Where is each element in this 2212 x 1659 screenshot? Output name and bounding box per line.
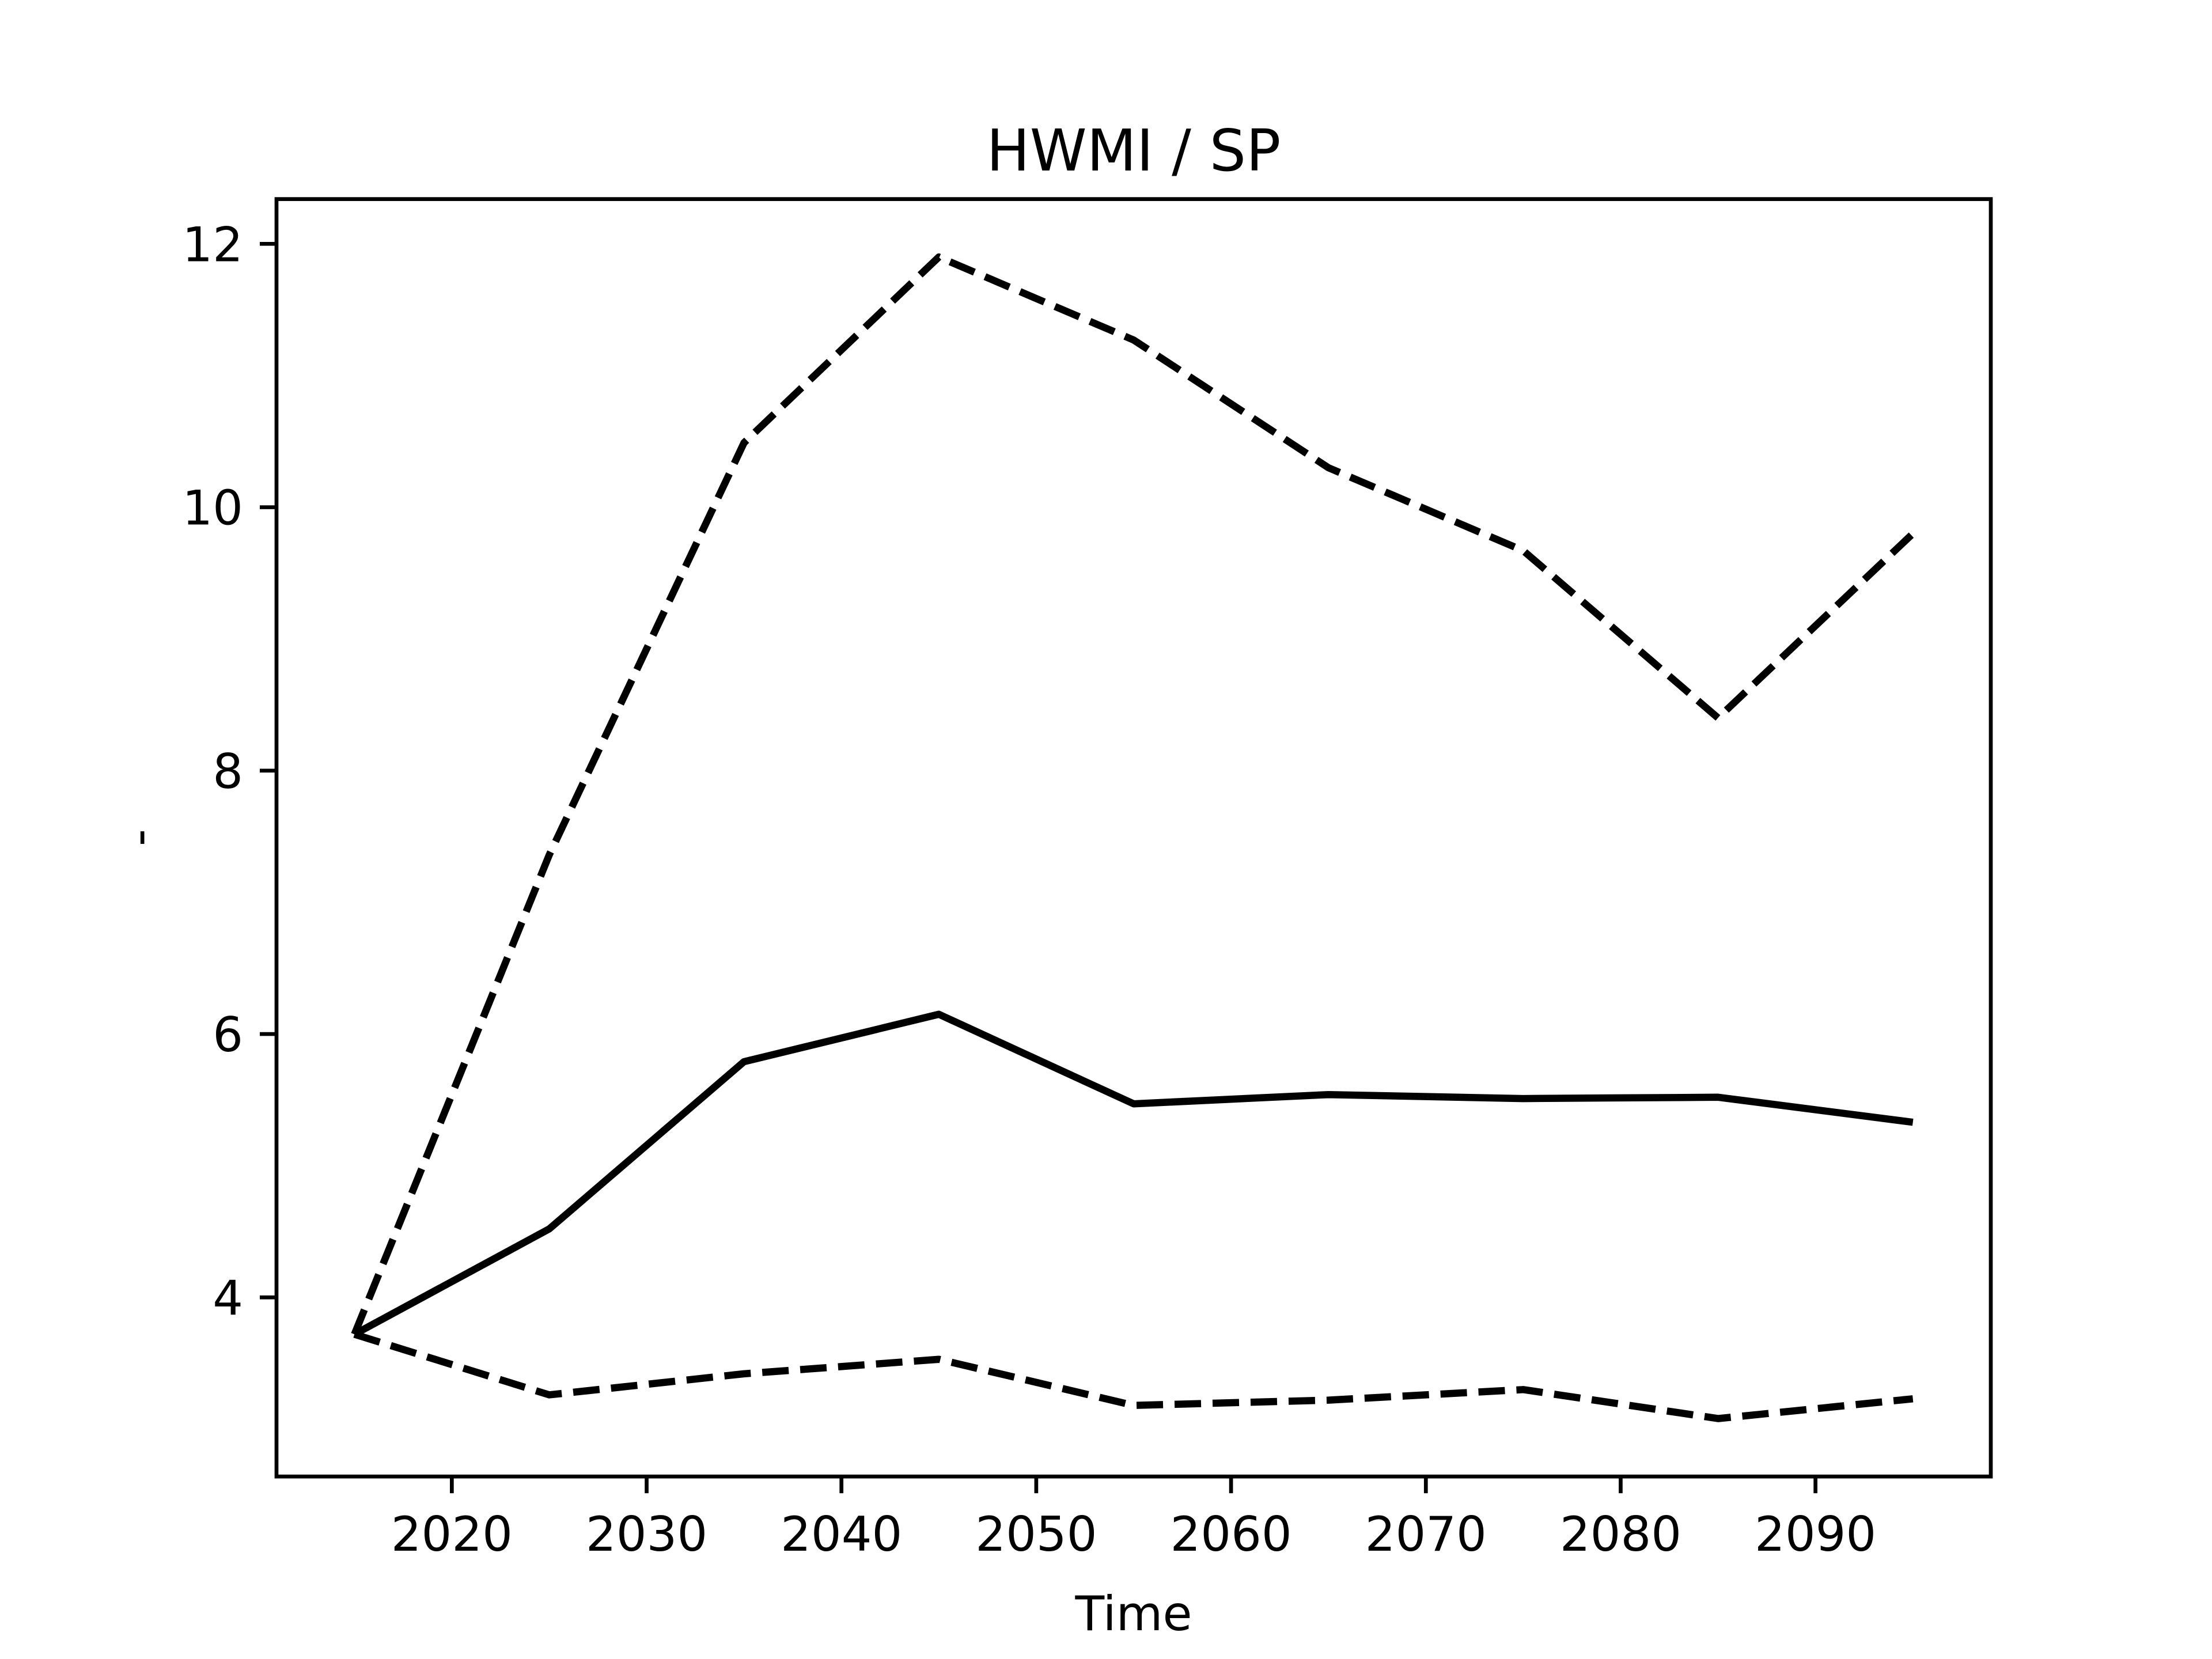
chart-title: HWMI / SP — [987, 117, 1281, 184]
line-series — [351, 253, 1916, 1336]
y-axis-label: - — [111, 829, 167, 846]
line-series — [353, 1010, 1914, 1338]
x-tick-label: 2090 — [1755, 1506, 1876, 1562]
x-axis-label: Time — [1074, 1586, 1192, 1642]
x-tick-label: 2040 — [781, 1506, 902, 1562]
y-tick-label: 8 — [213, 744, 243, 800]
x-tick-label: 2080 — [1560, 1506, 1681, 1562]
y-tick-label: 12 — [182, 217, 243, 272]
x-tick-label: 2030 — [586, 1506, 707, 1562]
x-tick-label: 2020 — [391, 1506, 513, 1562]
y-tick-label: 6 — [213, 1007, 243, 1063]
y-tick-label: 10 — [182, 480, 243, 536]
x-tick-label: 2050 — [975, 1506, 1097, 1562]
x-tick-label: 2060 — [1170, 1506, 1291, 1562]
x-tick-label: 2070 — [1365, 1506, 1487, 1562]
line-series — [353, 1331, 1914, 1422]
plot-frame — [274, 197, 1993, 1479]
y-tick-label: 4 — [213, 1270, 243, 1326]
